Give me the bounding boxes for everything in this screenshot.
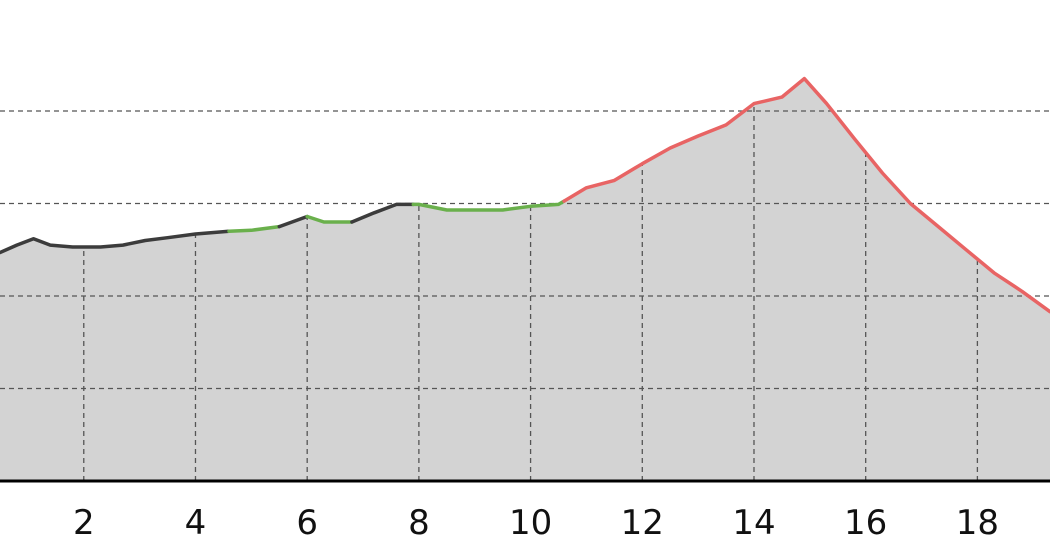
profile-segment-2 bbox=[227, 224, 282, 233]
x-tick-label-18: 18 bbox=[956, 503, 999, 543]
gridlines bbox=[0, 103, 1050, 481]
profile-segment-5 bbox=[350, 202, 416, 224]
profile-segment-1 bbox=[0, 229, 231, 255]
x-tick-label-10: 10 bbox=[509, 503, 552, 543]
profile-line-segments bbox=[0, 76, 1050, 314]
x-tick-label-2: 2 bbox=[73, 503, 95, 543]
profile-segment-7 bbox=[562, 76, 1050, 314]
profile-area-fill bbox=[0, 78, 1050, 481]
profile-segment-4 bbox=[305, 214, 354, 224]
x-tick-label-12: 12 bbox=[621, 503, 664, 543]
profile-segment-3 bbox=[277, 214, 309, 229]
x-tick-labels: 2 4 6 8 10 12 14 16 18 bbox=[73, 503, 999, 543]
x-tick-label-4: 4 bbox=[185, 503, 207, 543]
x-tick-label-6: 6 bbox=[296, 503, 318, 543]
x-tick-label-16: 16 bbox=[844, 503, 887, 543]
profile-segment-6 bbox=[411, 199, 566, 212]
x-tick-label-8: 8 bbox=[408, 503, 430, 543]
x-tick-label-14: 14 bbox=[732, 503, 775, 543]
